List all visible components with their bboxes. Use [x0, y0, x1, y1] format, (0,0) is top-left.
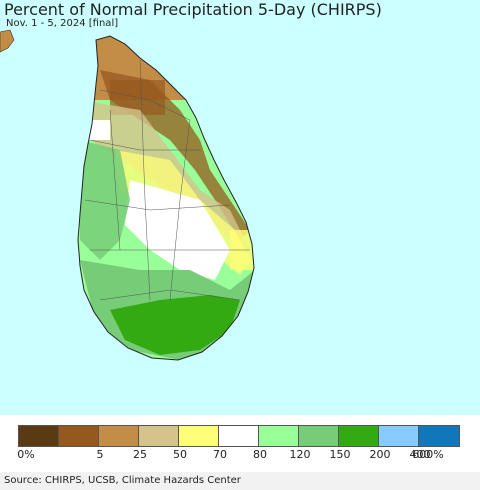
legend-tick-label: 200: [369, 448, 391, 461]
legend-swatch: [299, 426, 339, 446]
legend-tick-label: 70: [213, 448, 227, 461]
map-subtitle: Nov. 1 - 5, 2024 [final]: [6, 18, 119, 29]
legend-swatch: [379, 426, 419, 446]
source-footer: Source: CHIRPS, UCSB, Climate Hazards Ce…: [0, 472, 480, 490]
source-text: Source: CHIRPS, UCSB, Climate Hazards Ce…: [4, 475, 241, 486]
legend-tick-label: 0%: [17, 448, 35, 461]
mainland-india: [0, 29, 15, 53]
sri-lanka-map: [0, 29, 255, 361]
legend-swatch: [339, 426, 379, 446]
legend-swatch: [259, 426, 299, 446]
district-boundaries: [84, 59, 250, 301]
legend-tick-label: 25: [133, 448, 147, 461]
legend-tick-label: 80: [253, 448, 267, 461]
color-legend: [18, 425, 460, 447]
map-title: Percent of Normal Precipitation 5-Day (C…: [4, 0, 382, 19]
legend-tick-label: 600%: [412, 448, 444, 461]
legend-ticks: 0% 5 25 50 70 80 120 150 200 400 600%: [0, 448, 480, 462]
legend-swatch: [179, 426, 219, 446]
legend-swatch: [99, 426, 139, 446]
legend-tick-label: 400: [409, 448, 431, 461]
legend-tick-label: 150: [329, 448, 351, 461]
precip-fill: [78, 36, 254, 360]
legend-swatch: [59, 426, 99, 446]
legend-tick-label: 5: [96, 448, 104, 461]
legend-swatch: [219, 426, 259, 446]
legend-swatch: [19, 426, 59, 446]
legend-tick-label: 50: [173, 448, 187, 461]
legend-tick-label: 120: [289, 448, 311, 461]
legend-swatch: [139, 426, 179, 446]
legend-swatch: [419, 426, 459, 446]
map-panel: Percent of Normal Precipitation 5-Day (C…: [0, 0, 480, 415]
